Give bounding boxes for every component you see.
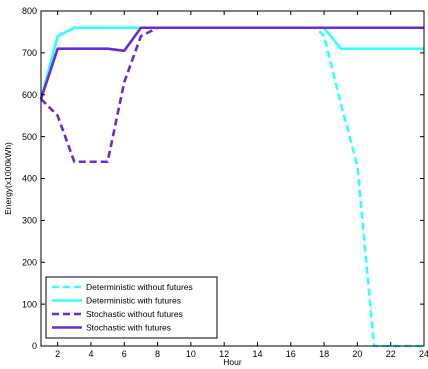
x-tick-label: 2 <box>55 349 60 359</box>
legend-label-4: Stochastic with futures <box>86 323 171 333</box>
x-tick-label: 14 <box>252 349 262 359</box>
y-tick-label: 100 <box>22 299 37 309</box>
series-layer <box>39 26 424 348</box>
y-tick-label: 0 <box>32 341 37 351</box>
legend-label-3: Stochastic without futures <box>86 309 183 319</box>
series-line-4 <box>39 26 424 100</box>
legend-label-2: Deterministic with futures <box>86 296 181 306</box>
axis-layer: 2 4 6 8 10 12 14 16 18 20 22 2401002003004005006007… <box>22 6 428 359</box>
y-tick-label: 500 <box>22 132 37 142</box>
x-tick-label: 22 <box>386 349 396 359</box>
y-tick-label: 800 <box>22 6 37 16</box>
x-tick-label: 6 <box>122 349 127 359</box>
y-tick-label: 300 <box>22 216 37 226</box>
y-tick-label: 200 <box>22 257 37 267</box>
x-tick-label: 12 <box>219 349 229 359</box>
legend-label-1: Deterministic without futures <box>86 282 193 292</box>
legend: Deterministic without futures Determinist… <box>45 276 218 339</box>
x-tick-label: 20 <box>352 349 362 359</box>
x-tick-label: 16 <box>286 349 296 359</box>
y-axis-label: Energy(x1000kWh) <box>3 142 13 215</box>
x-tick-label: 4 <box>88 349 93 359</box>
x-axis-label: Hour <box>223 357 242 367</box>
x-tick-label: 8 <box>155 349 160 359</box>
x-tick-label: 24 <box>419 349 428 359</box>
y-tick-label: 700 <box>22 48 37 58</box>
y-tick-label: 400 <box>22 174 37 184</box>
x-tick-label: 10 <box>186 349 196 359</box>
y-tick-label: 600 <box>22 90 37 100</box>
x-tick-label: 18 <box>319 349 329 359</box>
